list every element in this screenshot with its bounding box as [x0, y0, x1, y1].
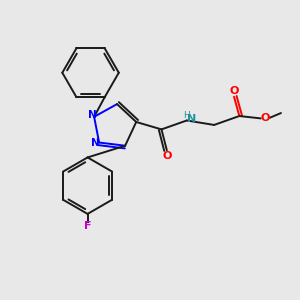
- Text: O: O: [162, 151, 172, 161]
- Text: O: O: [229, 86, 239, 96]
- Text: N: N: [188, 114, 197, 124]
- Text: N: N: [91, 137, 100, 148]
- Text: O: O: [261, 113, 270, 123]
- Text: N: N: [88, 110, 97, 120]
- Text: H: H: [183, 111, 190, 120]
- Text: F: F: [84, 221, 91, 231]
